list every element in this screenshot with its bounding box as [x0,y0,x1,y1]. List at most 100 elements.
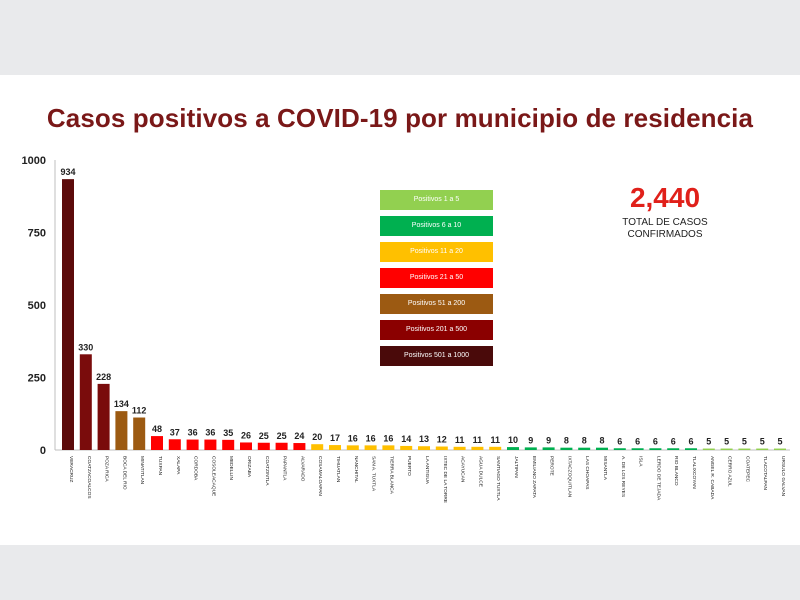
bar [115,411,128,450]
total-cases-value: 2,440 [629,182,701,213]
bar-value-label: 12 [437,435,447,445]
x-category-label: ANGEL R. CABADA [709,456,715,500]
bar [382,445,395,450]
bar [97,383,110,450]
bar-value-label: 6 [653,436,658,446]
x-category-label: CORDOBA [193,456,199,481]
bar [649,448,662,450]
x-category-label: URSULO GALVAN [780,456,786,497]
bar-value-label: 6 [688,436,693,446]
bar [293,443,306,450]
total-cases-label: TOTAL DE CASOS CONFIRMADOS [590,217,740,241]
x-category-label: POZA RICA [104,456,110,482]
y-tick-label: 250 [28,373,46,385]
bar-value-label: 25 [259,431,269,441]
x-category-label: COATZINTLA [264,456,270,486]
bar-value-label: 5 [706,437,711,447]
bar-value-label: 14 [401,434,411,444]
bar-value-label: 9 [528,435,533,445]
x-category-label: COATEPEC [744,456,750,483]
bar [240,442,252,450]
y-tick-label: 750 [28,228,46,240]
legend-item: Positivos 1 a 5 [380,190,493,210]
x-category-label: MINATITLAN [139,456,145,485]
bar-value-label: 11 [455,435,465,445]
x-category-label: COATZACOALCOS [86,456,92,499]
bar-value-label: 17 [330,433,340,443]
bar [400,445,413,450]
bar [133,417,146,450]
x-category-label: JALTIPAN [513,456,519,478]
y-tick-label: 500 [28,300,46,312]
bar-value-label: 10 [508,435,518,445]
bar [62,179,74,450]
legend-item: Positivos 6 a 10 [380,216,493,236]
x-category-label: LA ANTIGUA [424,456,430,485]
x-category-label: COSAMALOAPAN [317,456,323,496]
bar-value-label: 5 [742,437,747,447]
bar-value-label: 35 [223,428,233,438]
x-category-label: PEROTE [549,456,555,476]
x-category-label: RIO BLANCO [673,456,679,486]
bar-value-label: 13 [419,434,429,444]
bar-value-label: 26 [241,430,251,440]
bar [756,448,769,450]
x-category-label: ACAYUCAN [460,456,466,483]
bar-value-label: 5 [777,437,782,447]
bar-value-label: 134 [114,399,129,409]
bar [578,447,591,450]
legend-item: Positivos 51 a 200 [380,294,493,314]
bar [275,442,288,450]
bar [774,448,786,450]
bar [364,445,377,450]
x-category-label: BOCA DEL RIO [121,456,127,490]
bar [453,446,466,450]
x-category-label: TIHUATLAN [335,456,341,483]
x-category-label: SANTIAGO TUXTLA [495,456,501,501]
bar-value-label: 6 [635,436,640,446]
x-category-label: SAN A. TUXTLA [371,456,377,492]
x-category-label: XALAPA [175,456,181,475]
bar [418,446,430,450]
bar-value-label: 24 [294,431,304,441]
x-category-label: PAPANTLA [282,456,288,481]
bar [631,448,644,450]
bar-value-label: 11 [473,435,483,445]
total-cases-label-line2: CONFIRMADOS [627,229,703,240]
y-tick-label: 0 [40,445,46,457]
x-category-label: VERACRUZ [68,456,74,482]
total-cases-label-line1: TOTAL DE CASOS [622,217,708,228]
bar-value-label: 16 [366,433,376,443]
bar-value-label: 25 [277,431,287,441]
bar-value-label: 8 [582,436,587,446]
bar [346,445,359,450]
bar-value-label: 16 [383,433,393,443]
bar [667,448,680,450]
x-category-label: MEDELLIN [228,456,234,481]
bar-value-label: 37 [170,427,180,437]
bar [542,447,555,450]
page-title: Casos positivos a COVID-19 por municipio… [46,103,754,133]
bar-value-label: 5 [724,437,729,447]
bar [311,444,324,450]
x-category-label: IXTACZOQUITLAN [566,456,572,498]
bar-value-label: 20 [312,432,322,442]
bar [471,446,484,450]
bar-value-label: 112 [132,406,147,416]
bar-value-label: 228 [96,372,111,382]
x-category-label: CERRO AZUL [727,456,733,487]
bar-value-label: 48 [152,424,162,434]
legend-item: Positivos 11 a 20 [380,242,493,262]
bar-value-label: 9 [546,435,551,445]
bar-value-label: 934 [60,167,75,177]
bar-value-label: 6 [671,436,676,446]
bar [489,446,502,450]
bar [204,439,217,450]
x-category-label: AGUA DULCE [477,456,483,487]
bar [329,445,341,450]
bar-value-label: 8 [564,436,569,446]
x-category-label: IXTEC DE LA TORRE [442,456,448,503]
x-category-label: LERDO DE TEJADA [655,456,661,501]
bar [79,354,92,450]
